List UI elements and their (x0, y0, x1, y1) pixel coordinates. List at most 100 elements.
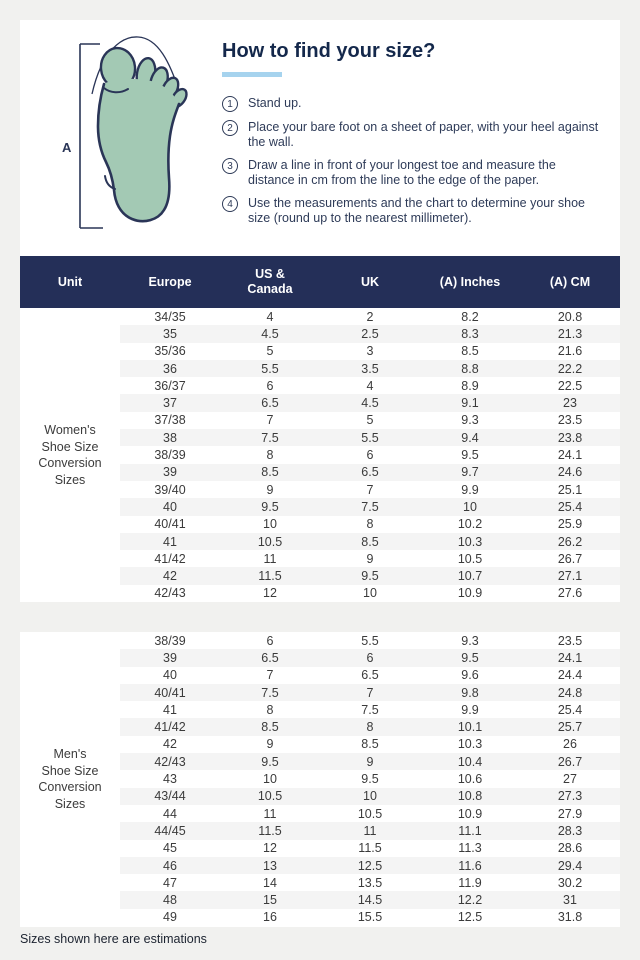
table-cell: 28.3 (557, 823, 583, 838)
womens-size-table: Women's Shoe Size Conversion Sizes 34/35… (20, 308, 620, 603)
table-cell: 8.8 (461, 361, 479, 376)
size-guide-card: A How to find your size? (20, 20, 620, 603)
table-cell: 10 (263, 517, 277, 532)
table-cell: 44 (163, 806, 177, 821)
table-cell: 39/40 (154, 482, 186, 497)
table-cell: 35 (163, 326, 177, 341)
table-row: 44 11 10.5 10.9 27.9 (120, 804, 620, 823)
table-cell: 43 (163, 772, 177, 787)
table-cell: 2.5 (361, 326, 379, 341)
table-cell: 4 (366, 378, 374, 393)
table-cell: 8.5 (261, 465, 279, 480)
table-cell: 48 (163, 893, 177, 908)
table-cell: 6 (366, 650, 374, 665)
heel-crease (104, 175, 116, 190)
table-cell: 5 (266, 344, 274, 359)
table-cell: 41 (163, 702, 177, 717)
table-row: 49 16 15.5 12.5 31.8 (120, 908, 620, 927)
mens-size-table: Men's Shoe Size Conversion Sizes 38/39 6 5… (20, 632, 620, 927)
table-row: 38/39 6 5.5 9.3 23.5 (120, 632, 620, 650)
table-row: 35/36 5 3 8.5 21.6 (120, 342, 620, 360)
table-cell: 27.6 (557, 586, 583, 601)
table-cell: 10.7 (457, 569, 483, 584)
table-cell: 3 (366, 344, 374, 359)
measurement-bracket (79, 43, 103, 229)
table-row: 39 6.5 6 9.5 24.1 (120, 649, 620, 667)
table-row: 44/45 11.5 11 11.1 28.3 (120, 822, 620, 840)
table-cell: 8 (266, 702, 274, 717)
table-cell: 42/43 (154, 754, 186, 769)
table-cell: 16 (263, 910, 277, 925)
step-number-badge: 1 (222, 96, 238, 112)
table-cell: 8.2 (461, 309, 479, 324)
step-text: Place your bare foot on a sheet of paper… (248, 120, 599, 149)
instruction-step: 2 Place your bare foot on a sheet of pap… (222, 120, 600, 150)
table-cell: 3.5 (361, 361, 379, 376)
table-cell: 41/42 (154, 551, 186, 566)
table-cell: 29.4 (557, 858, 583, 873)
table-row: 40/41 10 8 10.2 25.9 (120, 515, 620, 533)
table-cell: 10.5 (257, 789, 283, 804)
table-cell: 6.5 (361, 465, 379, 480)
table-cell: 15 (263, 893, 277, 908)
table-cell: 42/43 (154, 586, 186, 601)
table-cell: 6 (266, 378, 274, 393)
table-cell: 10.3 (457, 534, 483, 549)
page-title: How to find your size? (222, 40, 436, 62)
table-cell: 20.8 (557, 309, 583, 324)
how-to-section: A How to find your size? (20, 20, 620, 256)
table-row: 36/37 6 4 8.9 22.5 (120, 377, 620, 395)
foot-measurement-illustration: A (62, 36, 188, 229)
table-cell: 9.5 (461, 650, 479, 665)
table-cell: 25.4 (557, 499, 583, 514)
table-cell: 40 (163, 499, 177, 514)
table-cell: 9.5 (361, 772, 379, 787)
table-cell: 9.3 (461, 633, 479, 648)
table-cell: 39 (163, 465, 177, 480)
table-cell: 5.5 (261, 361, 279, 376)
table-cell: 42 (163, 737, 177, 752)
table-cell: 9.4 (461, 430, 479, 445)
table-cell: 5.5 (361, 633, 379, 648)
table-row: 34/35 4 2 8.2 20.8 (120, 308, 620, 326)
table-cell: 9.8 (461, 685, 479, 700)
table-row: 37/38 7 5 9.3 23.5 (120, 411, 620, 430)
table-cell: 6.5 (261, 396, 279, 411)
womens-size-rows: 34/35 4 2 8.2 20.8 35 4.5 2.5 8.3 21.3 35/36 5 3 8.5 2… (120, 308, 620, 603)
table-cell: 23 (563, 396, 577, 411)
table-cell: 9.5 (261, 499, 279, 514)
column-header-us-canada: US & Canada (247, 267, 293, 296)
table-cell: 11 (263, 806, 277, 821)
table-cell: 24.8 (557, 685, 583, 700)
table-cell: 5.5 (361, 430, 379, 445)
table-cell: 9.7 (461, 465, 479, 480)
table-row: 39 8.5 6.5 9.7 24.6 (120, 463, 620, 481)
table-cell: 9.3 (461, 413, 479, 428)
instructions-panel: How to find your size? 1 Stand up. 2 Pla… (222, 40, 600, 234)
table-cell: 43/44 (154, 789, 186, 804)
table-row: 37 6.5 4.5 9.1 23 (120, 394, 620, 412)
table-cell: 39 (163, 650, 177, 665)
table-cell: 12.5 (457, 910, 483, 925)
table-row: 39/40 9 7 9.9 25.1 (120, 480, 620, 499)
table-cell: 7 (266, 668, 274, 683)
table-cell: 10.9 (457, 806, 483, 821)
table-cell: 10.3 (457, 737, 483, 752)
table-row: 38/39 8 6 9.5 24.1 (120, 446, 620, 464)
table-cell: 4.5 (361, 396, 379, 411)
table-row: 41 10.5 8.5 10.3 26.2 (120, 532, 620, 551)
table-cell: 15.5 (357, 910, 383, 925)
table-cell: 11.5 (358, 841, 382, 856)
table-cell: 31.8 (557, 910, 583, 925)
table-cell: 45 (163, 841, 177, 856)
title-underline (222, 72, 282, 77)
table-cell: 23.8 (557, 430, 583, 445)
table-cell: 11.6 (458, 858, 482, 873)
table-cell: 7 (366, 482, 374, 497)
table-cell: 27.1 (557, 569, 583, 584)
instruction-step: 1 Stand up. (222, 96, 600, 112)
table-cell: 7 (366, 685, 374, 700)
column-header-inches: (A) Inches (439, 274, 501, 289)
table-cell: 11.5 (258, 569, 282, 584)
